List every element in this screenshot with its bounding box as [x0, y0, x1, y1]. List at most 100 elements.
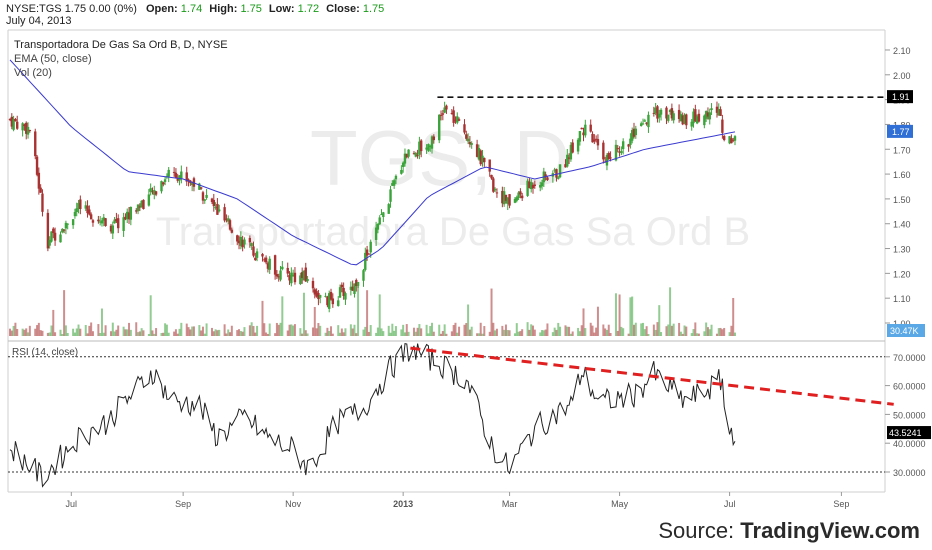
volume-bar [533, 329, 536, 336]
volume-bar [86, 333, 89, 336]
volume-bar [387, 325, 390, 336]
volume-bar [495, 328, 498, 336]
rsi-badge-label: 43.5241 [889, 428, 922, 438]
volume-bar [21, 328, 24, 336]
volume-bar [268, 323, 271, 336]
volume-bar [407, 331, 410, 336]
volume-bar [225, 333, 228, 336]
volume-bar [357, 283, 360, 336]
candle-body [129, 206, 133, 220]
candle-body [520, 195, 524, 199]
candle-body [153, 190, 156, 195]
candle-body [331, 298, 335, 305]
volume-bar [452, 325, 455, 336]
volume-bar [418, 324, 421, 336]
volume-bar [330, 326, 333, 336]
volume-bar [16, 328, 19, 336]
volume-bar [566, 326, 569, 336]
volume-bar [306, 333, 309, 336]
candle-body [508, 194, 511, 206]
candle-body [483, 157, 486, 163]
candle-body [667, 114, 670, 121]
candle-body [62, 229, 66, 231]
volume-bar [378, 294, 381, 336]
candle-body [733, 136, 737, 141]
volume-bar [454, 322, 457, 336]
candle-body [324, 295, 327, 297]
candle-body [349, 286, 353, 290]
volume-bar [100, 308, 103, 336]
candle-body [16, 121, 19, 129]
candle-body [50, 231, 53, 242]
volume-bar [425, 324, 428, 336]
candle-body [71, 219, 75, 226]
volume-bar [405, 324, 408, 336]
volume-bar [492, 322, 495, 336]
volume-bar [230, 325, 233, 336]
candle-body [311, 280, 315, 289]
volume-bar [501, 325, 504, 336]
candle-body [407, 149, 410, 157]
volume-bar [670, 325, 673, 336]
candle-body [571, 142, 574, 153]
volume-bar [629, 297, 632, 336]
candle-body [380, 214, 383, 216]
candle-body [263, 259, 266, 261]
candle-body [722, 135, 726, 141]
volume-bar [351, 328, 354, 336]
volume-bar [50, 325, 53, 336]
candle-body [75, 208, 78, 213]
candle-body [683, 114, 686, 124]
volume-bar [634, 322, 637, 336]
volume-bar [315, 328, 318, 336]
candle-body [392, 180, 396, 186]
candle-body [403, 153, 407, 164]
candle-body [86, 205, 89, 214]
source-brand: TradingView.com [740, 518, 920, 543]
volume-bar [582, 308, 585, 336]
volume-bar [34, 328, 37, 336]
candle-body [149, 188, 152, 192]
candle-body [376, 224, 380, 230]
candle-body [470, 143, 473, 145]
candle-body [64, 222, 68, 229]
candle-body [501, 190, 504, 204]
volume-bar [517, 331, 520, 336]
volume-bar [443, 324, 446, 336]
candle-body [304, 267, 307, 282]
volume-bar [715, 333, 718, 336]
volume-bar [288, 324, 291, 336]
candle-body [46, 212, 50, 249]
candle-body [185, 172, 188, 182]
candle-body [230, 229, 234, 233]
candle-body [369, 241, 372, 253]
volume-bar [88, 325, 91, 336]
candle-body [140, 200, 143, 208]
candle-body [214, 207, 217, 209]
candle-body [102, 217, 105, 221]
volume-bar [37, 322, 40, 336]
volume-bar [683, 325, 686, 336]
candle-body [142, 199, 145, 210]
candle-body [517, 192, 520, 198]
ema-line [9, 59, 736, 266]
candle-body [223, 207, 226, 221]
candle-body [569, 144, 573, 160]
candle-body [337, 300, 340, 306]
candle-body [454, 119, 457, 121]
candle-body [382, 212, 385, 218]
candle-body [28, 130, 32, 132]
volume-bar [394, 326, 397, 336]
volume-bar [403, 332, 406, 336]
volume-bar [362, 329, 365, 336]
candle-body [475, 144, 479, 157]
volume-bar [124, 329, 127, 336]
candle-body [37, 172, 41, 189]
time-tick-label: Jul [724, 499, 736, 509]
candle-body [555, 169, 558, 178]
candle-body [405, 153, 408, 158]
candle-body [591, 133, 594, 143]
volume-bar [647, 333, 650, 336]
volume-bar [400, 329, 403, 336]
volume-bar [317, 323, 320, 336]
